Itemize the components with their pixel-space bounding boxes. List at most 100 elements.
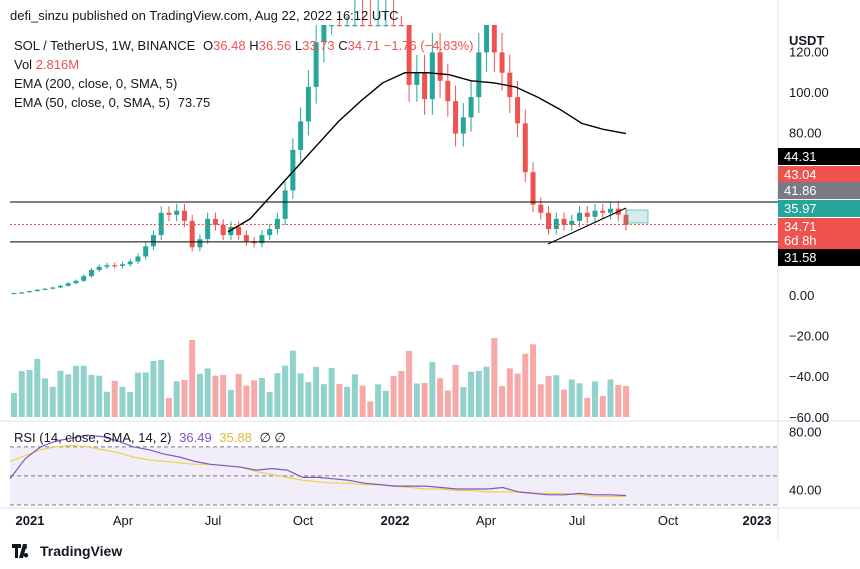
x-tick-label: Jul [205,513,222,528]
candle-body [143,246,149,257]
volume-bar [514,373,521,417]
volume-bar [499,386,506,417]
candle-body [298,121,304,150]
candle-body [181,210,187,221]
volume-bar [328,368,335,417]
y-tick-label: 100.00 [789,85,829,100]
candle-body [569,220,575,225]
volume-bar [537,384,544,417]
volume-bar [127,392,134,417]
publisher-header: defi_sinzu published on TradingView.com,… [10,8,399,23]
volume-bar [313,366,320,417]
volume-bar [382,390,389,417]
volume-bar [398,371,405,417]
volume-bar [406,350,413,417]
volume-bar [475,371,482,417]
volume-bar [57,370,64,417]
volume-bar [413,383,420,417]
volume-bar [553,375,560,417]
volume-bar [468,371,475,417]
x-tick-label: 2022 [381,513,410,528]
candle-body [391,25,397,27]
volume-bar [607,379,614,417]
lines [9,72,778,497]
volume-bar [576,383,583,417]
candle-body [600,210,606,213]
price-tag: 34.71 [778,218,860,235]
x-tick-label: Oct [658,513,679,528]
y-tick-label: 120.00 [789,44,829,59]
volume-bar [491,338,498,417]
rsi-label: RSI (14, close, SMA, 14, 2) [14,430,172,445]
volume-bar [390,376,397,417]
volume-bar [243,385,250,417]
volume-bar [367,401,374,417]
rsi-ma-value: 35.88 [219,430,252,445]
candle-body [453,101,459,134]
candle-body [259,235,265,244]
high-value: 36.56 [258,38,292,53]
volume-bar [34,358,41,417]
x-tick-label: Apr [113,513,134,528]
volume-bar [437,378,444,417]
volume-label: Vol [14,57,33,72]
candle-body [158,212,164,236]
price-tag: 41.86 [778,182,860,199]
candle-body [236,226,242,236]
volume-bar [181,379,188,417]
candle-body [57,285,63,288]
candle-body [499,52,505,73]
volume-bar [196,373,203,417]
candle-body [119,264,125,266]
volume-bar [561,389,568,417]
volume-bar [189,340,196,417]
candle-body [220,224,226,236]
volume-bar [584,397,591,417]
candle-body [11,292,17,295]
volume-bar [80,365,87,417]
candle-body [375,25,381,27]
candle-body [243,235,249,242]
candle-body [65,283,71,286]
ema200-line [227,72,627,233]
volume-bar [336,384,343,417]
price-grid [0,0,860,540]
candle-body [174,210,180,215]
tradingview-icon [12,544,29,558]
candle-body [112,265,118,267]
volume-bar [274,373,281,417]
candle-body [422,72,428,100]
candle-body [344,25,350,27]
volume-bar [266,392,273,417]
candle-body [414,72,420,85]
candle-body [484,25,490,53]
volume-bar [592,381,599,417]
candle-body [429,52,435,100]
candle-body [507,72,513,98]
volume-bar [545,375,552,417]
rsi-legend: RSI (14, close, SMA, 14, 2) 36.49 35.88 … [14,428,286,447]
volume-bars [11,338,629,417]
y-tick-label: 80.00 [789,126,822,141]
volume-bar [351,374,358,417]
candle-body [305,86,311,122]
candle-body [329,25,335,27]
volume-bar [251,380,258,417]
candle-body [608,208,614,213]
candle-body [367,25,373,27]
tradingview-logo[interactable]: TradingView [12,543,122,559]
change-value: −1.76 (−4.83%) [383,38,474,53]
candle-body [50,287,56,289]
volume-bar [142,372,149,417]
candle-body [445,80,451,102]
volume-bar [212,375,219,417]
candle-body [19,292,25,294]
volume-bar [305,382,312,417]
volume-value: 2.816M [35,57,80,72]
volume-bar [483,366,490,417]
open-label: O [202,38,214,53]
volume-bar [111,380,118,417]
candle-body [228,226,234,236]
candle-body [592,210,598,217]
